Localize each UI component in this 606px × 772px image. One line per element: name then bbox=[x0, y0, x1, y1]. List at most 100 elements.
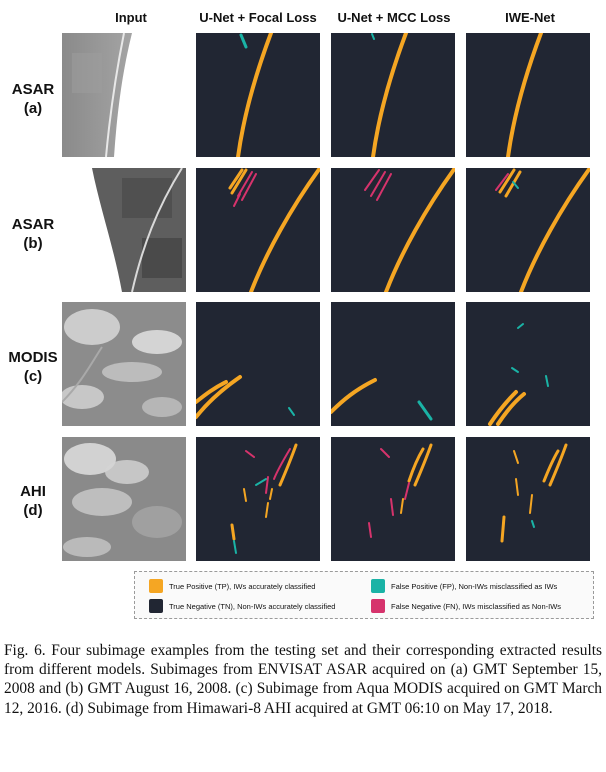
fn-line bbox=[245, 450, 255, 458]
fp-line bbox=[545, 375, 549, 387]
tp-line bbox=[236, 33, 273, 157]
tp-line bbox=[498, 168, 516, 194]
fn-line bbox=[364, 169, 380, 191]
fp-line bbox=[233, 540, 237, 554]
figure-caption: Fig. 6. Four subimage examples from the … bbox=[4, 642, 602, 717]
legend-item-fn: False Negative (FN), IWs misclassified a… bbox=[371, 599, 561, 613]
row-sensor: ASAR bbox=[11, 81, 55, 98]
fn-line bbox=[370, 171, 386, 197]
tp-line bbox=[496, 392, 526, 426]
tp-line bbox=[331, 378, 377, 414]
fp-line bbox=[255, 478, 267, 486]
legend-label: False Negative (FN), IWs misclassified a… bbox=[391, 601, 562, 611]
legend-item-tn: True Negative (TN), Non-IWs accurately c… bbox=[149, 599, 335, 613]
tp-line bbox=[278, 443, 298, 487]
fn-line bbox=[390, 498, 394, 516]
fp-line bbox=[517, 323, 524, 329]
tp-line bbox=[500, 515, 506, 543]
fn-line bbox=[368, 522, 372, 538]
fn-line bbox=[376, 173, 392, 201]
tp-line bbox=[529, 494, 533, 514]
tp-line bbox=[504, 170, 522, 198]
row-label-a: ASAR (a) bbox=[4, 80, 62, 118]
row-tag: (b) bbox=[23, 235, 43, 252]
fp-line bbox=[417, 400, 433, 421]
fn-line bbox=[273, 448, 291, 480]
tp-line bbox=[371, 33, 408, 157]
row-sensor: MODIS bbox=[8, 349, 58, 366]
tp-line bbox=[519, 168, 590, 292]
fn-line bbox=[237, 171, 253, 197]
input-image-c bbox=[62, 302, 186, 426]
tp-line bbox=[548, 443, 568, 487]
tp-line bbox=[269, 488, 273, 500]
row-label-b: ASAR (b) bbox=[4, 215, 62, 253]
fn-line bbox=[404, 482, 410, 500]
tp-line bbox=[265, 502, 269, 518]
result-unet-mcc-d bbox=[331, 437, 455, 561]
input-image-b bbox=[62, 168, 186, 292]
legend-label: False Positive (FP), Non-IWs misclassifi… bbox=[391, 581, 558, 591]
tp-line bbox=[515, 478, 519, 496]
tn-swatch bbox=[149, 599, 163, 613]
fp-line bbox=[239, 33, 248, 49]
row-tag: (c) bbox=[23, 368, 43, 385]
tp-line bbox=[249, 168, 320, 292]
row-label-d: AHI (d) bbox=[4, 482, 62, 520]
fp-line bbox=[512, 181, 519, 189]
result-iwe-net-b bbox=[466, 168, 590, 292]
result-unet-focal-d bbox=[196, 437, 320, 561]
fn-line bbox=[233, 193, 241, 207]
tp-line bbox=[542, 449, 560, 483]
fn-line bbox=[380, 448, 390, 458]
legend-item-fp: False Positive (FP), Non-IWs misclassifi… bbox=[371, 579, 557, 593]
fn-swatch bbox=[371, 599, 385, 613]
result-unet-mcc-a bbox=[331, 33, 455, 157]
tp-line bbox=[243, 488, 247, 502]
tp-line bbox=[506, 33, 543, 157]
result-unet-mcc-c bbox=[331, 302, 455, 426]
legend-label: True Positive (TP), IWs accurately class… bbox=[169, 581, 316, 591]
column-header-unet-mcc: U-Net + MCC Loss bbox=[337, 10, 451, 25]
tp-line bbox=[230, 168, 248, 195]
result-unet-focal-c bbox=[196, 302, 320, 426]
fn-line bbox=[241, 173, 257, 201]
tp-line bbox=[513, 450, 519, 464]
legend-item-tp: True Positive (TP), IWs accurately class… bbox=[149, 579, 315, 593]
tp-line bbox=[196, 375, 242, 419]
result-iwe-net-a bbox=[466, 33, 590, 157]
tp-line bbox=[407, 447, 425, 483]
row-tag: (d) bbox=[23, 502, 43, 519]
column-header-iwe-net: IWE-Net bbox=[505, 10, 555, 25]
result-unet-mcc-b bbox=[331, 168, 455, 292]
tp-line bbox=[384, 168, 455, 292]
column-header-input: Input bbox=[115, 10, 147, 25]
fn-line bbox=[265, 476, 269, 494]
tp-line bbox=[413, 443, 433, 487]
row-sensor: AHI bbox=[20, 483, 46, 500]
column-header-unet-focal: U-Net + Focal Loss bbox=[199, 10, 317, 25]
fp-line bbox=[371, 33, 375, 40]
input-image-d bbox=[62, 437, 186, 561]
row-label-c: MODIS (c) bbox=[4, 348, 62, 386]
row-tag: (a) bbox=[23, 100, 43, 117]
row-sensor: ASAR bbox=[11, 216, 55, 233]
tp-line bbox=[228, 168, 244, 190]
fp-line bbox=[288, 407, 295, 416]
result-unet-focal-b bbox=[196, 168, 320, 292]
legend-label: True Negative (TN), Non-IWs accurately c… bbox=[169, 601, 336, 611]
fn-line bbox=[495, 173, 509, 191]
fp-swatch bbox=[371, 579, 385, 593]
legend: True Positive (TP), IWs accurately class… bbox=[134, 571, 594, 619]
tp-line bbox=[488, 390, 518, 426]
result-iwe-net-c bbox=[466, 302, 590, 426]
result-iwe-net-d bbox=[466, 437, 590, 561]
input-image-a bbox=[62, 33, 186, 157]
tp-line bbox=[196, 380, 228, 404]
tp-line bbox=[400, 498, 404, 514]
tp-line bbox=[230, 523, 236, 541]
tp-swatch bbox=[149, 579, 163, 593]
fp-line bbox=[531, 520, 535, 528]
fp-line bbox=[511, 367, 519, 373]
result-unet-focal-a bbox=[196, 33, 320, 157]
